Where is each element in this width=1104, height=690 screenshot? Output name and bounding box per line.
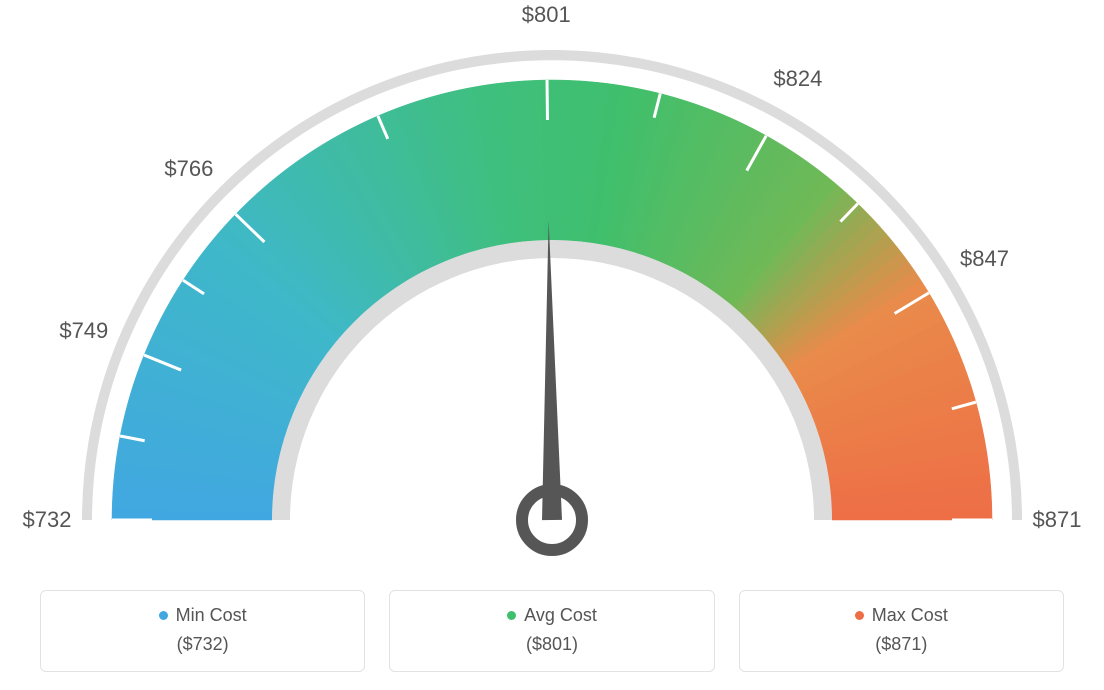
legend-title-min: Min Cost — [159, 605, 247, 626]
legend-dot-max — [855, 611, 864, 620]
legend-row: Min Cost ($732) Avg Cost ($801) Max Cost… — [40, 590, 1064, 672]
legend-title-avg: Avg Cost — [507, 605, 597, 626]
tick-label: $801 — [522, 2, 571, 28]
legend-label-avg: Avg Cost — [524, 605, 597, 626]
legend-label-max: Max Cost — [872, 605, 948, 626]
legend-value-avg: ($801) — [400, 634, 703, 655]
legend-value-min: ($732) — [51, 634, 354, 655]
legend-item-max: Max Cost ($871) — [739, 590, 1064, 672]
gauge-area: $732 $749 $766 $801 $824 $847 $871 — [0, 0, 1104, 570]
legend-item-min: Min Cost ($732) — [40, 590, 365, 672]
tick-label: $871 — [1033, 507, 1082, 533]
tick-label: $766 — [164, 156, 213, 182]
legend-dot-avg — [507, 611, 516, 620]
legend-value-max: ($871) — [750, 634, 1053, 655]
legend-item-avg: Avg Cost ($801) — [389, 590, 714, 672]
legend-dot-min — [159, 611, 168, 620]
legend-label-min: Min Cost — [176, 605, 247, 626]
gauge-needle — [542, 220, 562, 520]
legend-title-max: Max Cost — [855, 605, 948, 626]
gauge-chart-container: { "gauge": { "type": "gauge", "min_value… — [0, 0, 1104, 690]
tick-label: $749 — [59, 318, 108, 344]
tick-label: $824 — [773, 66, 822, 92]
tick-label: $732 — [23, 507, 72, 533]
gauge-svg — [0, 0, 1104, 570]
tick-label: $847 — [960, 246, 1009, 272]
